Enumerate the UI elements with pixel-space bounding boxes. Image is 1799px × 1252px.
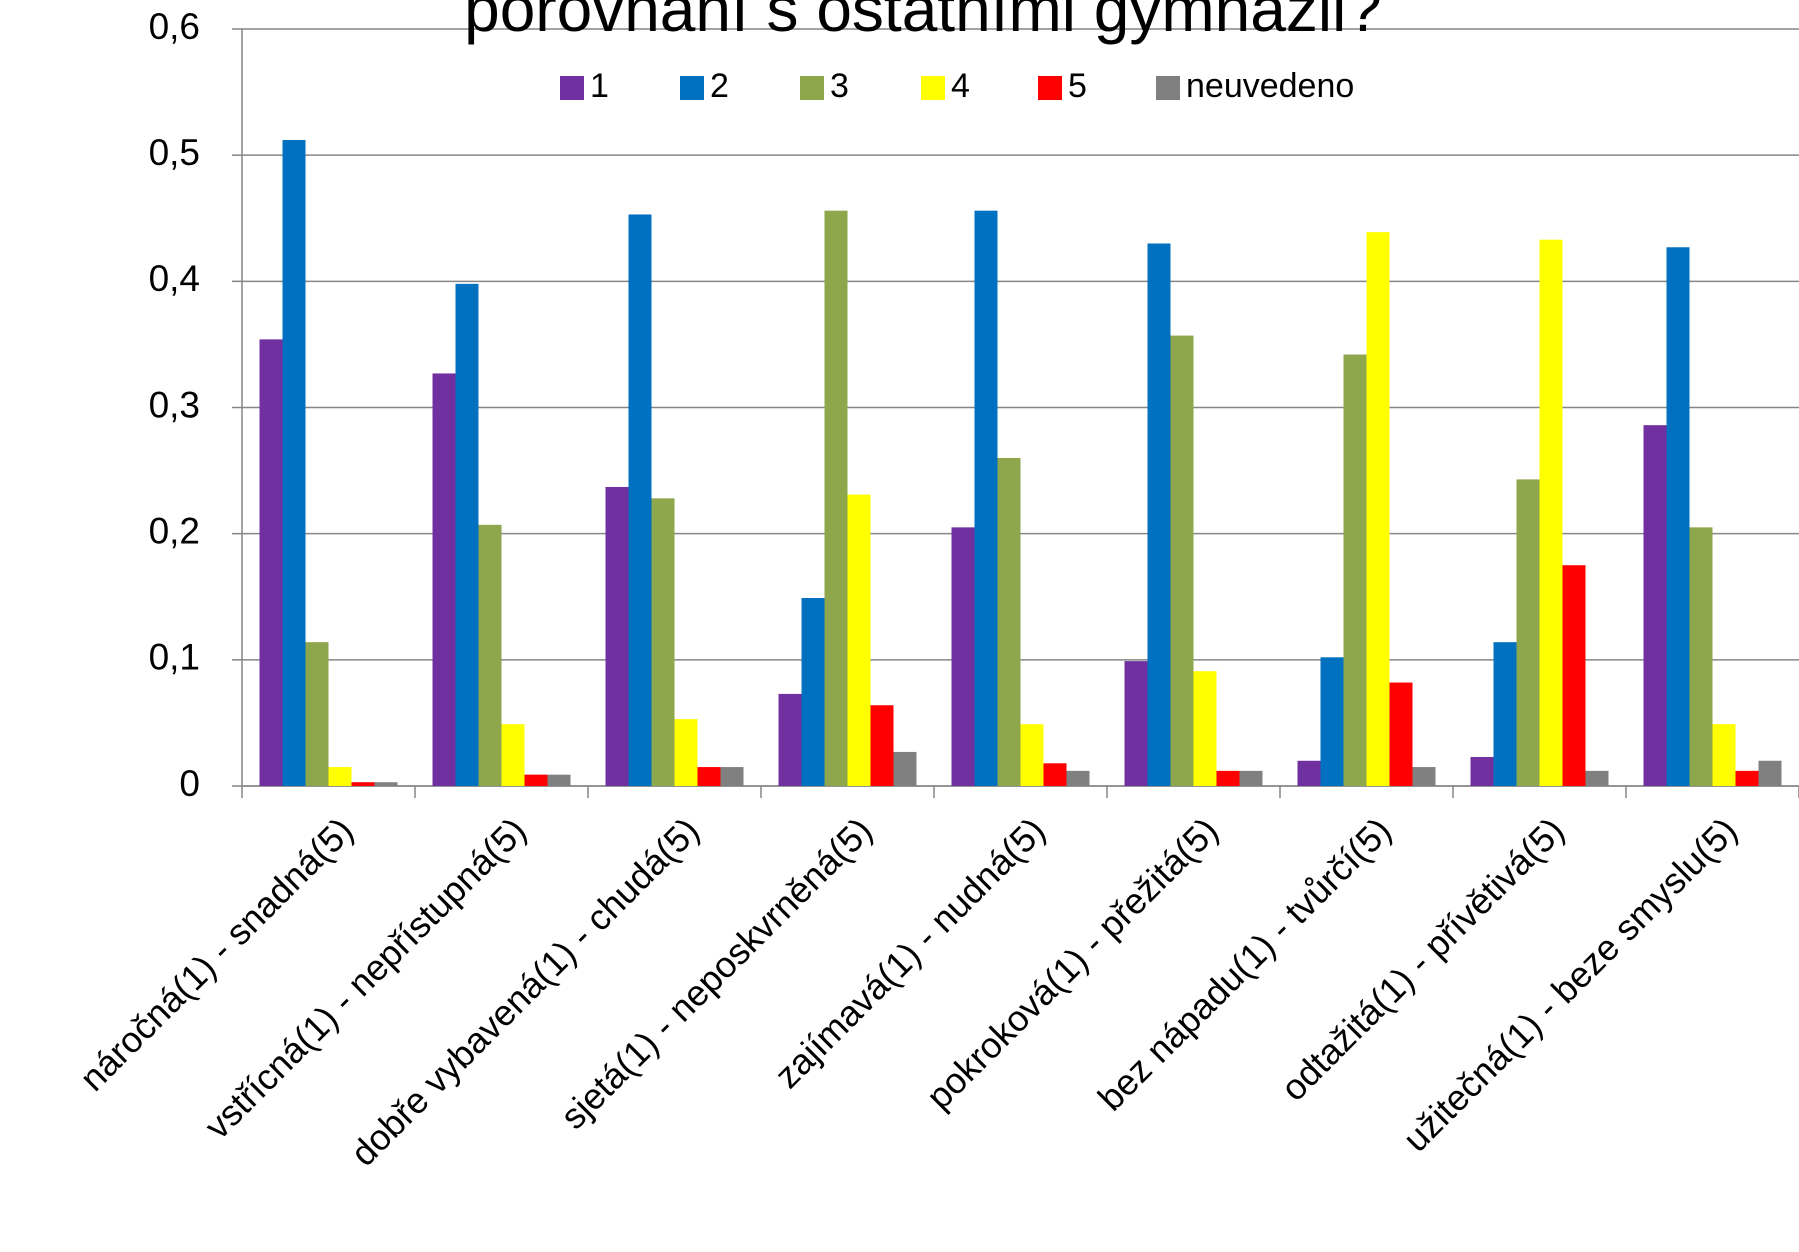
- chart-title: porovnání s ostatními gymnázii?: [464, 0, 1382, 45]
- y-tick-label: 0: [179, 763, 200, 804]
- bar: [605, 486, 629, 786]
- bar: [1516, 479, 1540, 786]
- legend-label: 3: [830, 67, 849, 105]
- legend-swatch: [1156, 76, 1180, 100]
- bar: [778, 693, 802, 786]
- y-tick-label: 0,3: [149, 384, 200, 425]
- bar: [1758, 760, 1782, 786]
- y-tick-label: 0,2: [149, 510, 200, 551]
- bar: [651, 498, 675, 786]
- bar: [1239, 770, 1263, 786]
- bar: [870, 705, 894, 786]
- bar: [259, 339, 283, 786]
- x-tick-label: náročná(1) - snadná(5): [72, 809, 361, 1098]
- bar: [1585, 770, 1609, 786]
- bar: [628, 214, 652, 787]
- x-tick-label: bez nápadu(1) - tvůrčí(5): [1090, 809, 1399, 1118]
- bar: [351, 782, 375, 786]
- legend-label: 2: [710, 67, 729, 105]
- x-tick-label: dobře vybavená(1) - chudá(5): [343, 809, 707, 1173]
- bar: [1493, 642, 1517, 786]
- bar: [824, 210, 848, 786]
- bar: [893, 751, 917, 786]
- bar: [1343, 354, 1367, 786]
- bar: [1735, 770, 1759, 786]
- x-tick-label: užitečná(1) - beze smyslu(5): [1395, 809, 1745, 1159]
- bar: [1216, 770, 1240, 786]
- x-tick-label: pokroková(1) - přežitá(5): [918, 809, 1226, 1117]
- x-tick-label: sjetá(1) - neposkvrněná(5): [552, 809, 880, 1137]
- bar: [328, 767, 352, 786]
- bar: [1124, 661, 1148, 786]
- bar: [1193, 671, 1217, 786]
- legend-swatch: [680, 76, 704, 100]
- bar: [674, 719, 698, 786]
- bar: [1666, 247, 1690, 787]
- bar: [1297, 760, 1321, 786]
- y-tick-label: 0,1: [149, 637, 200, 678]
- legend-swatch: [1038, 76, 1062, 100]
- y-tick-label: 0,5: [149, 132, 200, 173]
- bar: [432, 373, 456, 786]
- bar: [1712, 724, 1736, 786]
- bar: [847, 494, 871, 786]
- legend-swatch: [921, 76, 945, 100]
- bar: [282, 140, 306, 786]
- bar: [1562, 565, 1586, 786]
- bar: [547, 774, 571, 786]
- bar: [1643, 425, 1667, 786]
- bar: [1366, 232, 1390, 787]
- bar: [1412, 767, 1436, 786]
- bar: [1066, 770, 1090, 786]
- legend-label: 1: [590, 67, 609, 105]
- bar: [1539, 239, 1563, 786]
- legend-label: 4: [951, 67, 970, 105]
- bar: [524, 774, 548, 786]
- bar: [974, 210, 998, 786]
- y-tick-label: 0,4: [149, 258, 200, 299]
- bar: [951, 527, 975, 786]
- bar: [478, 524, 502, 786]
- legend-swatch: [800, 76, 824, 100]
- legend-label: neuvedeno: [1186, 67, 1354, 105]
- bar: [305, 642, 329, 786]
- bar: [1043, 763, 1067, 786]
- bar: [1170, 335, 1194, 786]
- legend-swatch: [560, 76, 584, 100]
- bar: [720, 767, 744, 786]
- bar: [1470, 756, 1494, 786]
- bar: [1320, 657, 1344, 786]
- bar: [374, 782, 398, 786]
- bar: [501, 724, 525, 786]
- x-tick-label: vstřícná(1) - nepřístupná(5): [196, 809, 533, 1146]
- bar: [997, 457, 1021, 786]
- bar: [1147, 243, 1171, 786]
- bar: [1689, 527, 1713, 786]
- y-tick-label: 0,6: [149, 6, 200, 47]
- bar: [1389, 682, 1413, 786]
- bar: [801, 598, 825, 786]
- bar: [697, 767, 721, 786]
- x-tick-label: odtažitá(1) - přívětivá(5): [1273, 809, 1572, 1108]
- bar: [1020, 724, 1044, 786]
- bar: [455, 283, 479, 786]
- legend-label: 5: [1068, 67, 1087, 105]
